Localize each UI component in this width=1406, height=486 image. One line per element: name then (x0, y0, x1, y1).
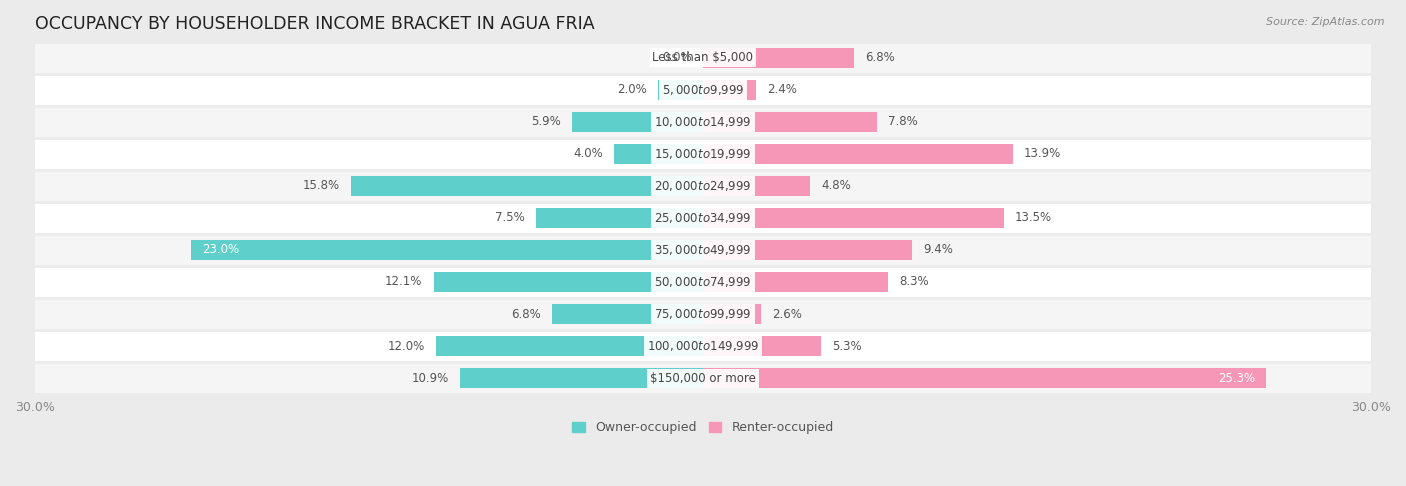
Text: 6.8%: 6.8% (510, 308, 540, 320)
Text: 13.5%: 13.5% (1015, 211, 1052, 225)
Text: 23.0%: 23.0% (202, 243, 239, 257)
Bar (35, 266, 1371, 298)
Text: 7.8%: 7.8% (887, 115, 918, 128)
Text: 4.0%: 4.0% (574, 147, 603, 160)
Bar (35, 138, 1371, 170)
Bar (614, 144, 703, 164)
Text: 12.1%: 12.1% (385, 276, 422, 289)
Text: 2.6%: 2.6% (772, 308, 801, 320)
Text: 13.9%: 13.9% (1024, 147, 1062, 160)
Bar (436, 336, 703, 356)
Text: OCCUPANCY BY HOUSEHOLDER INCOME BRACKET IN AGUA FRIA: OCCUPANCY BY HOUSEHOLDER INCOME BRACKET … (35, 15, 595, 33)
Bar (35, 42, 1371, 74)
Bar (703, 48, 855, 68)
Bar (35, 330, 1371, 362)
Text: 7.5%: 7.5% (495, 211, 524, 225)
Text: 6.8%: 6.8% (866, 51, 896, 64)
Text: Less than $5,000: Less than $5,000 (652, 51, 754, 64)
Bar (35, 170, 1371, 202)
Bar (191, 240, 703, 260)
Text: Source: ZipAtlas.com: Source: ZipAtlas.com (1267, 17, 1385, 27)
Text: $150,000 or more: $150,000 or more (650, 372, 756, 384)
Text: $100,000 to $149,999: $100,000 to $149,999 (647, 339, 759, 353)
Bar (433, 272, 703, 292)
Text: $20,000 to $24,999: $20,000 to $24,999 (654, 179, 752, 193)
Bar (572, 112, 703, 132)
Bar (35, 362, 1371, 394)
Bar (35, 106, 1371, 138)
Text: 25.3%: 25.3% (1218, 372, 1256, 384)
Bar (352, 176, 703, 196)
Bar (460, 368, 703, 388)
Text: 8.3%: 8.3% (898, 276, 928, 289)
Legend: Owner-occupied, Renter-occupied: Owner-occupied, Renter-occupied (568, 416, 838, 439)
Bar (35, 202, 1371, 234)
Text: 2.4%: 2.4% (768, 83, 797, 96)
Bar (703, 176, 810, 196)
Bar (703, 240, 912, 260)
Bar (703, 208, 1004, 228)
Text: $50,000 to $74,999: $50,000 to $74,999 (654, 275, 752, 289)
Bar (35, 234, 1371, 266)
Text: $15,000 to $19,999: $15,000 to $19,999 (654, 147, 752, 161)
Text: 15.8%: 15.8% (302, 179, 340, 192)
Bar (703, 368, 1267, 388)
Bar (703, 112, 877, 132)
Bar (35, 298, 1371, 330)
Text: $10,000 to $14,999: $10,000 to $14,999 (654, 115, 752, 129)
Text: 0.0%: 0.0% (662, 51, 692, 64)
Bar (703, 336, 821, 356)
Bar (703, 144, 1012, 164)
Text: $75,000 to $99,999: $75,000 to $99,999 (654, 307, 752, 321)
Text: 4.8%: 4.8% (821, 179, 851, 192)
Text: $35,000 to $49,999: $35,000 to $49,999 (654, 243, 752, 257)
Bar (658, 80, 703, 100)
Bar (703, 272, 887, 292)
Text: 2.0%: 2.0% (617, 83, 647, 96)
Bar (536, 208, 703, 228)
Bar (551, 304, 703, 324)
Bar (703, 80, 756, 100)
Bar (35, 74, 1371, 106)
Text: 10.9%: 10.9% (412, 372, 449, 384)
Text: 5.9%: 5.9% (530, 115, 561, 128)
Text: 12.0%: 12.0% (388, 340, 425, 352)
Text: $5,000 to $9,999: $5,000 to $9,999 (662, 83, 744, 97)
Text: 5.3%: 5.3% (832, 340, 862, 352)
Text: $25,000 to $34,999: $25,000 to $34,999 (654, 211, 752, 225)
Text: 9.4%: 9.4% (924, 243, 953, 257)
Bar (703, 304, 761, 324)
